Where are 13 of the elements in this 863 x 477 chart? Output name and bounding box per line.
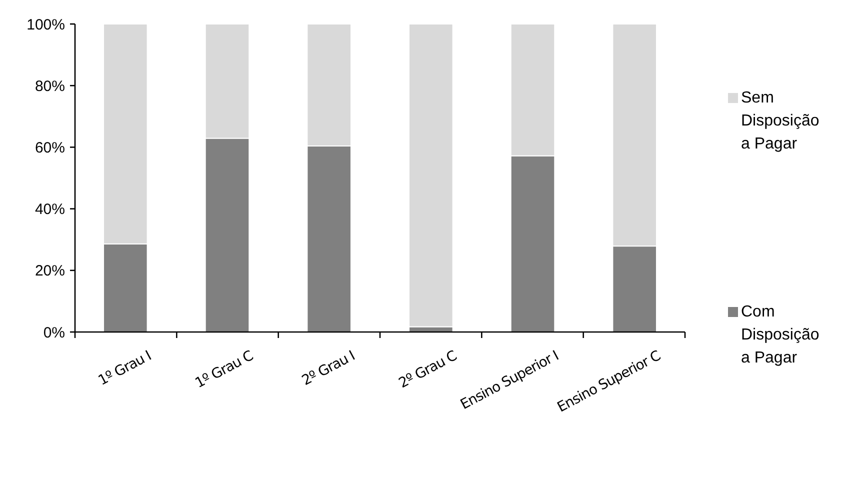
- y-tick-label: 40%: [34, 201, 65, 218]
- legend-label: Com Disposição a Pagar: [741, 304, 820, 367]
- bar: [408, 24, 454, 328]
- y-tick-label: 100%: [26, 16, 65, 34]
- x-tick-label: 2º Grau C: [396, 348, 460, 392]
- y-tick-label: 20%: [34, 262, 65, 280]
- x-tick-label: 1º Grau I: [96, 348, 154, 390]
- legend-label: Sem Disposição a Pagar: [741, 90, 820, 153]
- y-tick-label: 60%: [34, 139, 65, 156]
- y-tick-label: 0%: [43, 324, 65, 342]
- x-tick-label: 2º Grau I: [300, 348, 358, 390]
- x-tick-label: 1º Grau C: [192, 348, 256, 392]
- y-tick-label: 80%: [34, 78, 65, 95]
